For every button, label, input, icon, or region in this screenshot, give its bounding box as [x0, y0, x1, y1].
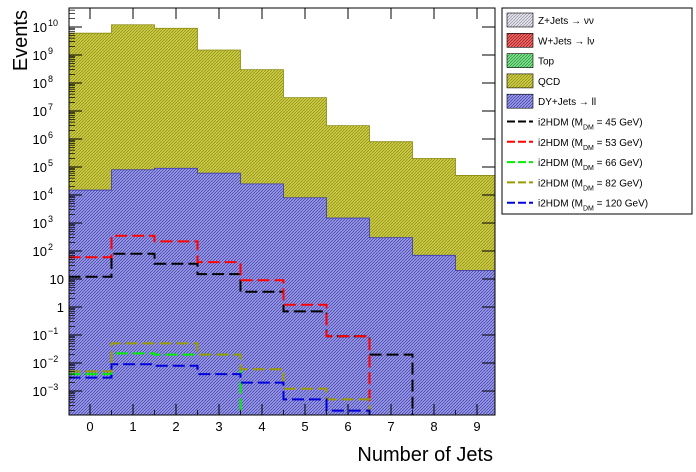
x-tick-label: 7 — [387, 419, 394, 434]
signal-line-s53 — [69, 234, 371, 415]
stack-outline-dy — [69, 167, 495, 271]
x-tick-label: 6 — [344, 419, 351, 434]
y-tick-label: 10 — [33, 48, 47, 63]
y-tick-label: 10 — [33, 132, 47, 147]
legend-swatch-wln — [506, 32, 534, 48]
y-tick-label: 10 — [33, 20, 47, 35]
x-tick-label: 0 — [86, 419, 93, 434]
legend-label-qcd: QCD — [538, 77, 560, 88]
bar-qcd-bin3 — [197, 50, 241, 174]
bar-dy-bin2 — [154, 168, 198, 415]
y-tick-label: 1 — [57, 300, 64, 315]
y-tick-exponent: −2 — [48, 354, 58, 364]
x-tick-label: 9 — [473, 419, 480, 434]
x-tick-label: 4 — [258, 419, 265, 434]
bar-dy-bin3 — [197, 173, 241, 415]
signal-line-s120 — [69, 363, 371, 415]
bar-dy-bin0 — [69, 190, 112, 415]
y-tick-exponent: 9 — [48, 46, 53, 56]
x-axis-title: Number of Jets — [357, 444, 493, 466]
stacked-bars — [69, 24, 495, 415]
plot-frame — [68, 7, 496, 416]
y-tick-exponent: 8 — [48, 74, 53, 84]
y-tick-label: 10 — [33, 328, 47, 343]
legend-swatch-top — [506, 53, 534, 68]
legend-label-s82: i2HDM (MDM = 82 GeV) — [538, 178, 643, 192]
y-tick-exponent: 4 — [48, 186, 53, 196]
legend-label-znn: Z+Jets → νν — [538, 16, 594, 27]
x-tick-label: 8 — [430, 419, 437, 434]
bar-qcd-bin2 — [154, 28, 198, 169]
y-tick-label: 10 — [33, 216, 47, 231]
signal-line-s82 — [69, 342, 371, 415]
legend-label-wln: W+Jets → lν — [538, 36, 594, 47]
y-tick-label: 10 — [33, 384, 47, 399]
bar-qcd-bin7 — [369, 141, 413, 238]
legend-label-top: Top — [538, 57, 555, 68]
y-axis-title: Events — [10, 10, 32, 71]
legend-label-s53: i2HDM (MDM = 53 GeV) — [538, 138, 643, 152]
y-tick-label: 10 — [33, 356, 47, 371]
bar-dy-bin5 — [283, 197, 327, 415]
bar-dy-bin1 — [111, 169, 155, 415]
y-tick-exponent: 10 — [48, 18, 58, 28]
bar-dy-bin6 — [326, 218, 370, 415]
bar-qcd-bin5 — [283, 97, 327, 198]
bar-qcd-bin0 — [69, 33, 112, 191]
y-tick-label: 10 — [33, 76, 47, 91]
y-tick-exponent: 3 — [48, 214, 53, 224]
y-tick-label: 10 — [33, 104, 47, 119]
signal-lines — [69, 234, 414, 415]
y-tick-exponent: 7 — [48, 102, 53, 112]
legend: Z+Jets → νν W+Jets → lν Top QCD DY+Jets → ll… — [501, 7, 693, 215]
bar-qcd-bin1 — [111, 24, 155, 170]
x-tick-label: 2 — [172, 419, 179, 434]
legend-frame — [501, 7, 693, 215]
bar-dy-bin7 — [369, 237, 413, 415]
legend-swatch-dy — [506, 93, 534, 109]
y-tick-label: 10 — [33, 188, 47, 203]
y-tick-exponent: −3 — [48, 382, 58, 392]
y-tick-exponent: 2 — [48, 242, 53, 252]
bar-dy-bin9 — [455, 270, 495, 415]
x-tick-label: 1 — [129, 419, 136, 434]
y-tick-label: 10 — [33, 244, 47, 259]
legend-label-s120: i2HDM (MDM = 120 GeV) — [538, 199, 648, 213]
x-tick-label: 3 — [215, 419, 222, 434]
bar-qcd-bin8 — [412, 158, 456, 256]
x-axis: 0 1 2 3 4 5 6 7 8 9 — [86, 8, 481, 434]
y-tick-label: 10 — [50, 272, 64, 287]
bar-qcd-bin6 — [326, 125, 370, 219]
bar-qcd-bin4 — [240, 69, 284, 184]
bar-dy-bin4 — [240, 183, 284, 415]
legend-label-dy: DY+Jets → ll — [538, 97, 596, 108]
y-tick-exponent: −1 — [48, 326, 58, 336]
bar-dy-bin8 — [412, 255, 456, 415]
legend-label-s45: i2HDM (MDM = 45 GeV) — [538, 118, 643, 132]
legend-swatch-qcd — [506, 73, 534, 89]
x-tick-label: 5 — [301, 419, 308, 434]
legend-label-s66: i2HDM (MDM = 66 GeV) — [538, 158, 643, 172]
stack-outline-qcd — [69, 24, 495, 176]
signal-line-s66 — [69, 352, 242, 415]
y-tick-exponent: 5 — [48, 158, 53, 168]
y-tick-exponent: 6 — [48, 130, 53, 140]
y-tick-label: 10 — [33, 160, 47, 175]
legend-swatch-znn — [506, 12, 534, 28]
